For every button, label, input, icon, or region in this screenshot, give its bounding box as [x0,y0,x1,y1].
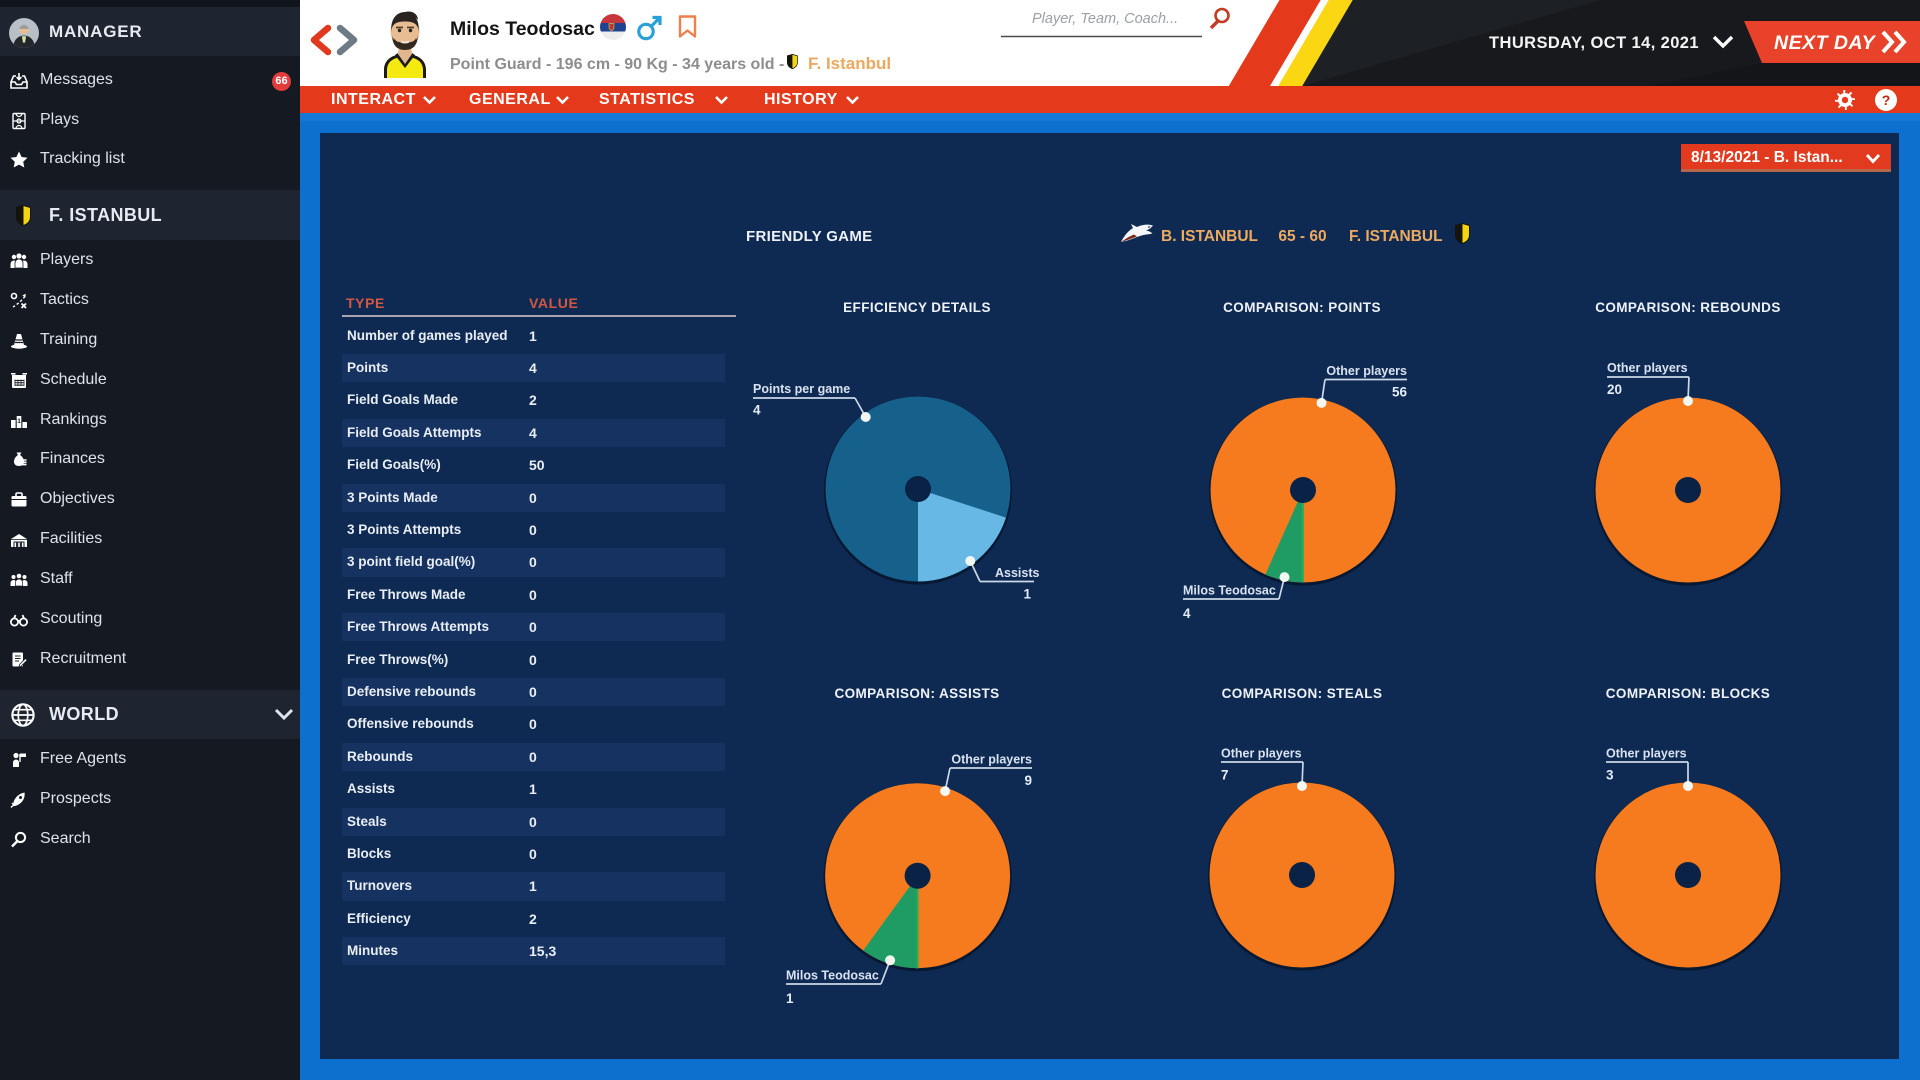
svg-text:Milos Teodosac: Milos Teodosac [786,969,879,983]
svg-text:4: 4 [753,403,761,418]
svg-text:1: 1 [17,418,21,425]
svg-text:Other players: Other players [1606,747,1687,761]
svg-text:Milos Teodosac: Milos Teodosac [450,18,595,40]
svg-text:9: 9 [1024,773,1032,788]
svg-text:Assists: Assists [995,566,1040,580]
svg-text:3: 3 [1606,768,1614,783]
svg-text:NEXT DAY: NEXT DAY [1774,32,1877,54]
svg-text:?: ? [1882,92,1891,108]
svg-text:Milos Teodosac: Milos Teodosac [1183,584,1276,598]
svg-text:20: 20 [1607,382,1622,397]
svg-text:F. Istanbul: F. Istanbul [808,54,891,73]
svg-text:Point Guard - 196 cm - 90 Kg -: Point Guard - 196 cm - 90 Kg - 34 years … [450,56,784,73]
svg-text:1: 1 [1023,587,1031,602]
svg-text:Other players: Other players [951,753,1032,767]
svg-text:Points per game: Points per game [753,382,850,396]
svg-text:Player, Team, Coach...: Player, Team, Coach... [1032,11,1178,27]
svg-text:Other players: Other players [1326,364,1407,378]
svg-text:THURSDAY, OCT 14, 2021: THURSDAY, OCT 14, 2021 [1489,34,1699,52]
svg-text:56: 56 [1392,385,1408,400]
svg-text:Other players: Other players [1607,361,1688,375]
svg-text:1: 1 [786,991,794,1006]
svg-text:Other players: Other players [1221,747,1302,761]
svg-text:7: 7 [1221,768,1229,783]
svg-text:4: 4 [1183,606,1191,621]
